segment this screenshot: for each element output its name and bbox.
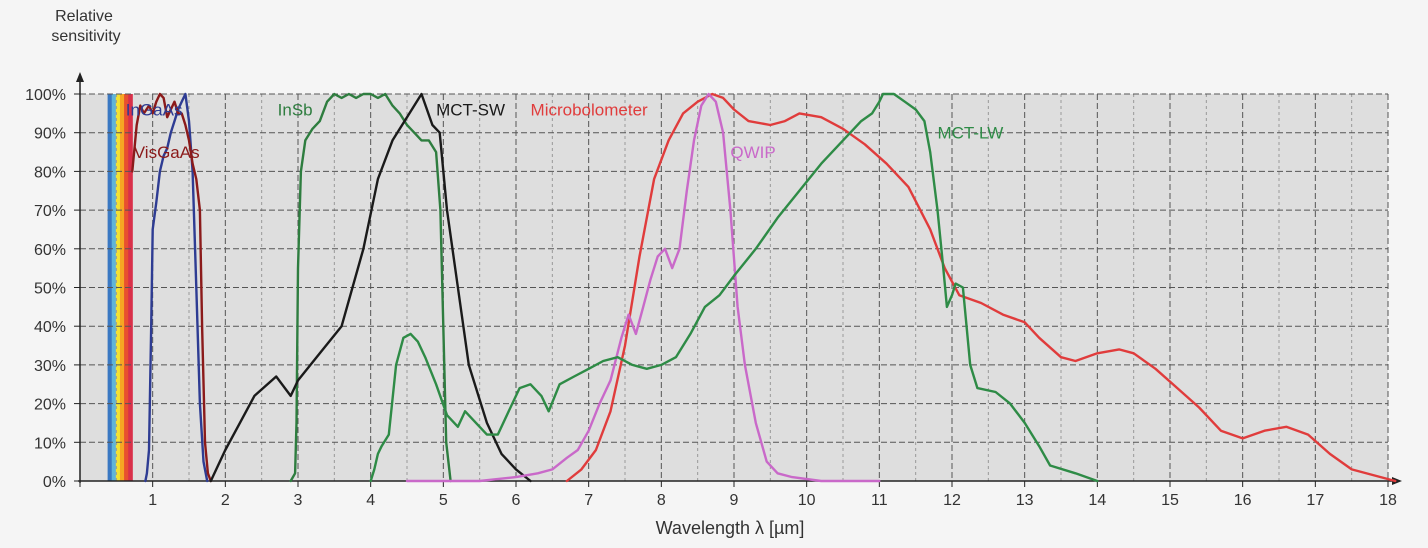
x-tick-label: 17 — [1306, 492, 1324, 509]
spectrum-stripe — [111, 94, 117, 481]
x-tick-label: 5 — [439, 492, 448, 509]
x-tick-label: 12 — [943, 492, 961, 509]
series-label-microbolometer: Microbolometer — [531, 100, 648, 119]
y-tick-label: 100% — [25, 87, 66, 104]
y-tick-label: 40% — [34, 319, 66, 336]
x-tick-label: 8 — [657, 492, 666, 509]
x-tick-label: 13 — [1016, 492, 1034, 509]
y-tick-label: 30% — [34, 358, 66, 375]
spectrum-stripe — [119, 94, 125, 481]
x-tick-label: 10 — [798, 492, 816, 509]
x-tick-label: 6 — [512, 492, 521, 509]
y-tick-label: 60% — [34, 242, 66, 259]
x-tick-label: 1 — [148, 492, 157, 509]
x-tick-label: 14 — [1088, 492, 1106, 509]
y-axis-title-line-2: sensitivity — [51, 28, 120, 45]
series-label-visgaas: VisGaAs — [134, 143, 200, 162]
x-tick-labels: 1 2 3 4 5 6 7 8 9 10 11 12 13 14 15 16 17 18 — [79, 481, 1397, 509]
series-line-microbolometer — [565, 92, 1397, 483]
series-labels: InGaAs VisGaAs InSb MCT-SW Microbolometer QWI… — [126, 100, 1003, 162]
x-tick-label: 16 — [1234, 492, 1252, 509]
x-tick-label: 15 — [1161, 492, 1179, 509]
y-axis-arrow-icon — [76, 72, 84, 82]
series-label-insb: InSb — [278, 100, 313, 119]
y-tick-label: 70% — [34, 203, 66, 220]
series-lines — [131, 92, 1397, 483]
series-label-mct-sw: MCT-SW — [436, 100, 505, 119]
x-tick-label: 2 — [221, 492, 230, 509]
x-tick-label: 7 — [584, 492, 593, 509]
series-line-qwip — [405, 92, 881, 483]
x-tick-label: 18 — [1379, 492, 1397, 509]
y-tick-label: 20% — [34, 397, 66, 414]
series-line-mct-lw — [369, 92, 1099, 483]
x-tick-label: 3 — [294, 492, 303, 509]
series-line-ingaas — [144, 92, 209, 483]
y-tick-label: 90% — [34, 126, 66, 143]
y-tick-labels: 0% 10% 20% 30% 40% 50% 60% 70% 80% 90% 100% — [25, 87, 80, 491]
x-axis-arrow-icon — [1392, 477, 1402, 485]
x-tick-label: 9 — [730, 492, 739, 509]
series-line-visgaas — [131, 92, 212, 483]
series-label-mct-lw: MCT-LW — [937, 124, 1003, 143]
series-label-qwip: QWIP — [730, 143, 775, 162]
y-tick-label: 10% — [34, 435, 66, 452]
x-axis-title: Wavelength λ [µm] — [656, 518, 805, 538]
series-line-insb — [289, 92, 452, 483]
y-tick-label: 0% — [43, 474, 66, 491]
series-label-ingaas: InGaAs — [126, 100, 183, 119]
y-axis-title-line-1: Relative — [55, 8, 113, 25]
x-tick-label: 11 — [871, 492, 888, 509]
y-tick-label: 80% — [34, 164, 66, 181]
series-line-mct-sw — [209, 92, 532, 483]
y-tick-label: 50% — [34, 281, 66, 298]
x-tick-label: 4 — [366, 492, 375, 509]
